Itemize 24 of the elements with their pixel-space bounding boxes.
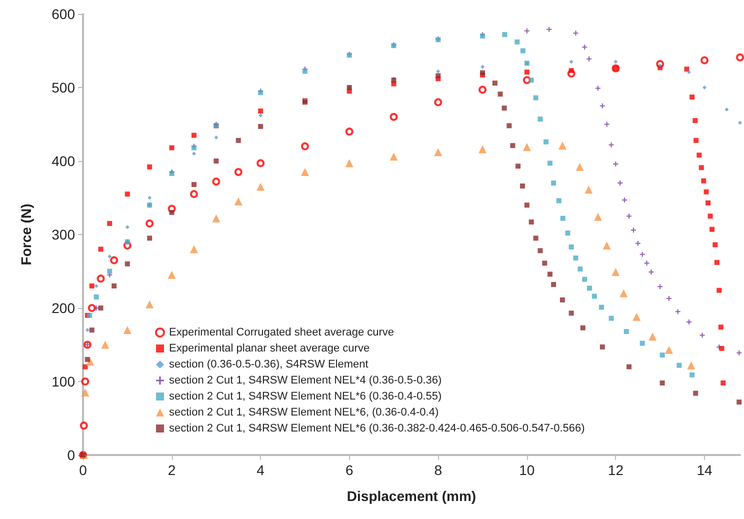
x-tick-label: 6 — [345, 462, 354, 478]
y-tick-label: 600 — [52, 6, 76, 22]
legend-label: Experimental planar sheet average curve — [169, 342, 370, 354]
x-tick-label: 14 — [696, 462, 712, 478]
y-tick-label: 300 — [52, 226, 76, 242]
x-tick-label: 0 — [79, 462, 88, 478]
x-tick-label: 12 — [608, 462, 624, 478]
x-tick-label: 4 — [256, 462, 265, 478]
legend-label: section 2 Cut 1, S4RSW Element NEL*4 (0.36-0.5-0.36) — [169, 374, 442, 386]
legend-label: section 2 Cut 1, S4RSW Element NEL*6 (0.36-0.382-0.424-0.465-0.506-0.547-0.566) — [169, 422, 585, 434]
y-tick-label: 400 — [52, 153, 76, 169]
legend-label: section 2 Cut 1, S4RSW Element NEL*6, (0.36-0.4-0.4) — [169, 406, 439, 418]
y-tick-label: 0 — [67, 447, 76, 463]
y-tick-label: 500 — [52, 80, 76, 96]
x-axis-title: Displacement (mm) — [346, 488, 476, 504]
y-tick-label: 100 — [52, 374, 76, 390]
legend-label: section (0.36-0.5-0.36), S4RSW Element — [169, 358, 368, 370]
legend-label: section 2 Cut 1, S4RSW Element NEL*6 (0.36-0.4-0.55) — [169, 390, 442, 402]
x-tick-label: 10 — [519, 462, 535, 478]
legend-label: Experimental Corrugated sheet average curve — [169, 326, 394, 338]
y-tick-label: 200 — [52, 300, 76, 316]
x-tick-label: 2 — [168, 462, 176, 478]
y-axis-title: Force (N) — [18, 204, 34, 266]
x-tick-label: 8 — [434, 462, 442, 478]
